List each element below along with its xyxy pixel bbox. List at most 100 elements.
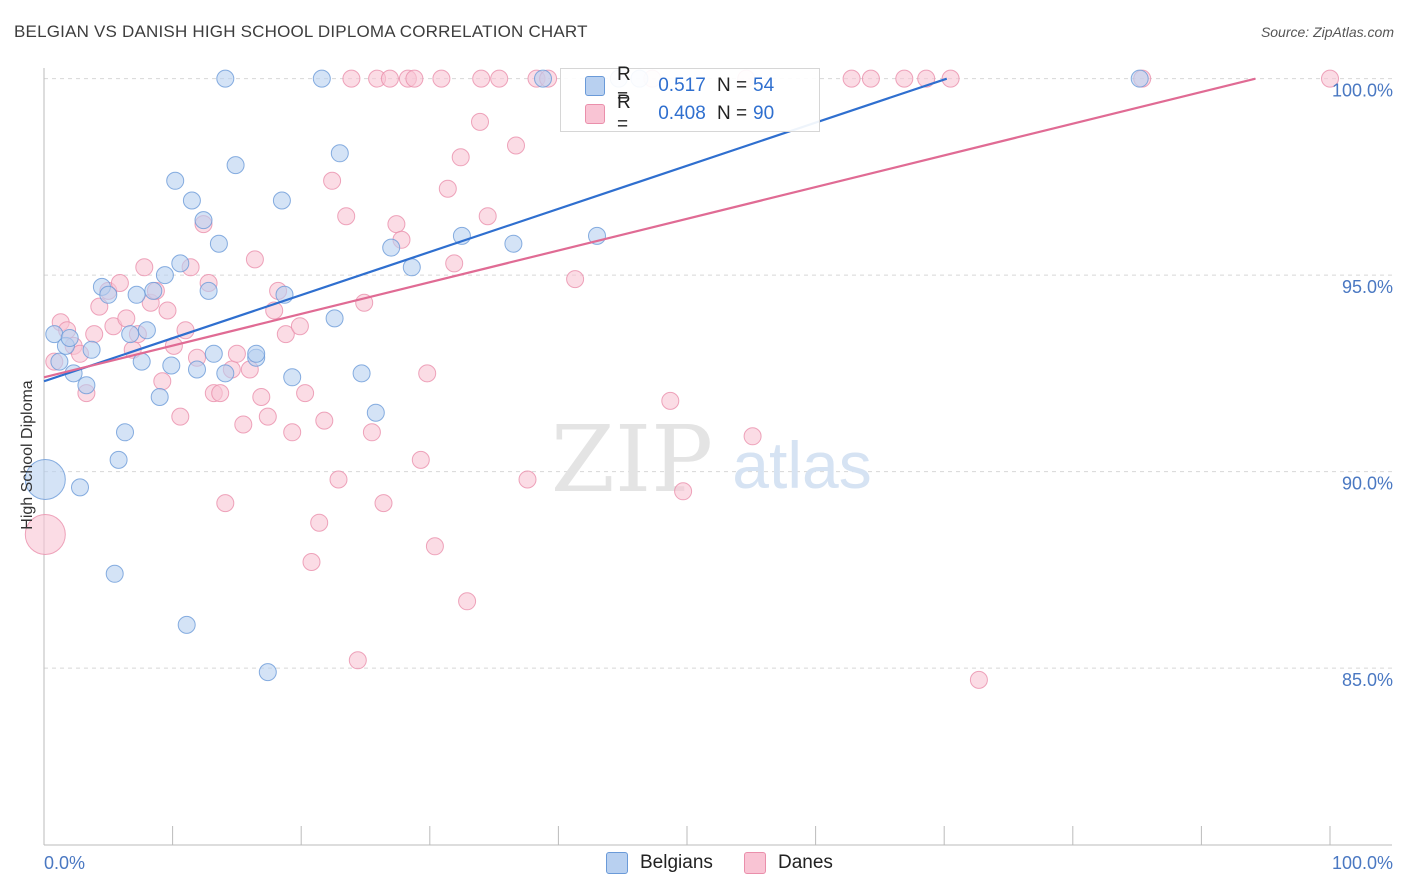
y-tick-label: 95.0% xyxy=(1342,277,1393,297)
point-danes xyxy=(135,258,154,277)
point-belgians xyxy=(258,663,277,682)
point-danes xyxy=(310,513,329,532)
point-belgians xyxy=(330,144,349,163)
point-danes xyxy=(438,179,457,198)
point-danes xyxy=(283,423,302,442)
point-danes xyxy=(917,69,936,88)
point-belgians xyxy=(272,191,291,210)
point-belgians xyxy=(50,352,69,371)
point-belgians xyxy=(77,376,96,395)
point-belgians xyxy=(155,266,174,285)
trend-line-danes xyxy=(43,77,1256,379)
x-tick-label-start: 0.0% xyxy=(44,853,85,873)
point-danes xyxy=(85,325,104,344)
point-danes xyxy=(158,301,177,320)
point-belgians xyxy=(162,356,181,375)
watermark: ZIP atlas xyxy=(551,406,872,513)
series-belgians xyxy=(24,69,1149,682)
point-danes xyxy=(302,553,321,571)
legend-n-label: N = xyxy=(717,75,748,96)
point-belgians xyxy=(171,254,190,273)
point-danes xyxy=(374,494,393,513)
legend-swatch-danes xyxy=(585,104,605,124)
y-tick-labels: 85.0% 90.0% 95.0% 100.0% xyxy=(1332,81,1393,690)
point-danes xyxy=(117,309,136,328)
point-belgians xyxy=(194,211,213,230)
point-danes xyxy=(153,372,172,391)
point-danes xyxy=(329,470,348,489)
point-belgians xyxy=(312,69,331,88)
legend-swatch-belgians xyxy=(585,76,605,96)
point-belgians xyxy=(366,403,385,422)
correlation-legend: R = 0.517 N = 54 R = 0.408 N = 90 xyxy=(560,64,820,135)
bottom-legend-label-belgians: Belgians xyxy=(640,852,713,873)
point-danes xyxy=(290,317,309,336)
point-belgians xyxy=(534,69,552,88)
source-label: Source: ZipAtlas.com xyxy=(1260,24,1394,40)
point-danes xyxy=(432,69,451,88)
point-danes xyxy=(245,250,264,269)
point-belgians xyxy=(216,69,235,88)
bottom-legend-belgians[interactable]: Belgians xyxy=(606,852,713,874)
y-tick-label: 100.0% xyxy=(1332,81,1393,101)
legend-r-label: R = xyxy=(617,64,631,107)
point-danes xyxy=(315,411,334,430)
point-danes xyxy=(342,69,361,88)
point-belgians xyxy=(121,325,140,344)
x-tick-labels: 0.0% 100.0% xyxy=(44,853,1393,873)
point-danes xyxy=(661,391,680,410)
point-danes xyxy=(969,670,988,689)
chart-title: BELGIAN VS DANISH HIGH SCHOOL DIPLOMA CO… xyxy=(14,22,588,41)
y-tick-label: 90.0% xyxy=(1342,474,1393,494)
point-belgians xyxy=(402,258,421,277)
point-danes xyxy=(387,215,406,234)
legend-r-value: 0.408 xyxy=(658,103,706,124)
point-belgians xyxy=(99,285,118,304)
point-danes xyxy=(405,69,424,88)
point-belgians xyxy=(177,615,196,634)
point-danes xyxy=(24,514,66,555)
legend-n-label: N = xyxy=(717,103,748,124)
bottom-legend-danes[interactable]: Danes xyxy=(744,852,833,874)
point-danes xyxy=(895,69,914,88)
point-belgians xyxy=(116,423,134,442)
x-tick-label-end: 100.0% xyxy=(1332,853,1393,873)
point-danes xyxy=(362,423,381,442)
point-belgians xyxy=(382,238,401,257)
point-belgians xyxy=(150,388,169,406)
point-belgians xyxy=(209,234,228,253)
point-danes xyxy=(216,494,235,513)
point-belgians xyxy=(182,191,201,210)
bottom-legend-swatch-danes xyxy=(744,852,766,874)
point-danes xyxy=(276,325,295,344)
point-danes xyxy=(211,384,230,403)
point-danes xyxy=(380,69,399,88)
point-belgians xyxy=(325,309,344,328)
point-danes xyxy=(171,407,190,426)
bottom-legend-label-danes: Danes xyxy=(778,852,833,873)
point-belgians xyxy=(166,171,185,190)
y-tick-label: 85.0% xyxy=(1342,670,1393,690)
point-danes xyxy=(941,69,960,88)
point-danes xyxy=(411,450,430,469)
point-danes xyxy=(323,171,342,190)
point-belgians xyxy=(105,564,124,583)
point-belgians xyxy=(226,156,245,175)
point-danes xyxy=(471,112,489,131)
legend-row-danes: R = 0.408 N = 90 xyxy=(585,92,775,135)
point-danes xyxy=(451,148,470,167)
point-danes xyxy=(674,482,693,501)
point-belgians xyxy=(216,364,235,383)
point-belgians xyxy=(352,364,371,383)
point-danes xyxy=(348,651,367,670)
point-danes xyxy=(743,427,762,446)
point-danes xyxy=(296,384,315,403)
point-belgians xyxy=(204,344,223,363)
point-belgians xyxy=(82,340,101,359)
legend-n-value: 90 xyxy=(753,103,775,124)
point-danes xyxy=(566,270,585,289)
legend-row-belgians: R = 0.517 N = 54 xyxy=(585,64,774,107)
point-danes xyxy=(252,388,271,406)
point-danes xyxy=(258,407,277,426)
